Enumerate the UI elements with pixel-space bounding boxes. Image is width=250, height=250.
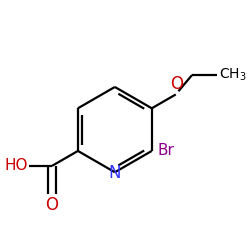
Text: O: O: [46, 196, 59, 214]
Text: HO: HO: [4, 158, 28, 174]
Text: CH$_3$: CH$_3$: [218, 67, 246, 83]
Text: Br: Br: [158, 144, 174, 158]
Text: N: N: [108, 164, 121, 182]
Text: O: O: [170, 75, 183, 93]
